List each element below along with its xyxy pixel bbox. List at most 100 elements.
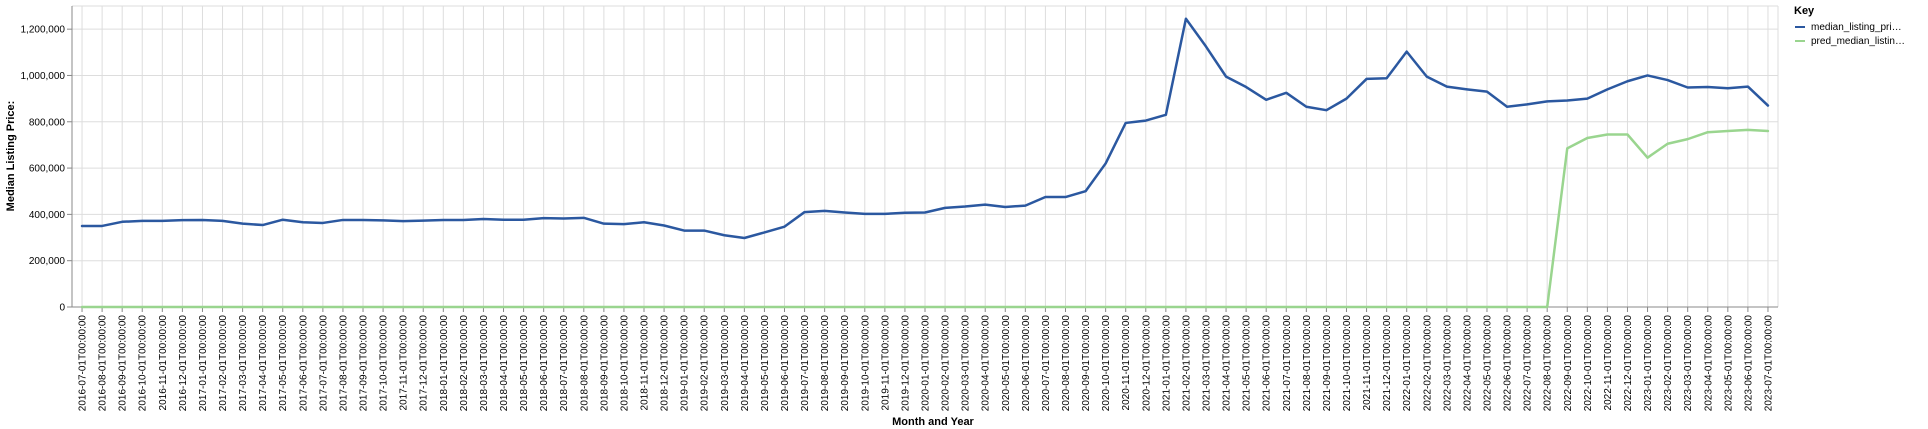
x-tick-label: 2016-08-01T00:00:00 xyxy=(98,315,109,412)
y-tick-label: 200,000 xyxy=(29,256,66,267)
x-tick-label: 2020-05-01T00:00:00 xyxy=(1001,315,1012,412)
y-tick-label: 1,200,000 xyxy=(21,25,66,36)
y-tick-label: 800,000 xyxy=(29,117,66,128)
x-tick-label: 2023-04-01T00:00:00 xyxy=(1703,315,1714,412)
legend-label: pred_median_listin… xyxy=(1811,36,1905,47)
y-axis: 0 200,000 400,000 600,000 800,000 1,000,000 1,… xyxy=(21,6,73,314)
x-tick-label: 2018-07-01T00:00:00 xyxy=(559,315,570,412)
x-tick-label: 2018-03-01T00:00:00 xyxy=(479,315,490,412)
x-tick-label: 2022-11-01T00:00:00 xyxy=(1603,315,1614,411)
x-tick-label: 2020-03-01T00:00:00 xyxy=(961,315,972,412)
x-tick-label: 2023-07-01T00:00:00 xyxy=(1763,315,1774,412)
x-tick-label: 2019-01-01T00:00:00 xyxy=(680,315,691,412)
x-tick-label: 2022-06-01T00:00:00 xyxy=(1503,315,1514,412)
x-tick-label: 2022-02-01T00:00:00 xyxy=(1422,315,1433,412)
series-line-1 xyxy=(80,128,1770,309)
x-tick-label: 2016-07-01T00:00:00 xyxy=(78,315,89,412)
x-tick-label: 2021-05-01T00:00:00 xyxy=(1242,315,1253,412)
x-tick-label: 2020-04-01T00:00:00 xyxy=(981,315,992,412)
x-tick-label: 2016-11-01T00:00:00 xyxy=(158,315,169,411)
x-tick-label: 2017-03-01T00:00:00 xyxy=(238,315,249,412)
x-tick-label: 2019-05-01T00:00:00 xyxy=(760,315,771,412)
x-tick-label: 2021-03-01T00:00:00 xyxy=(1201,315,1212,412)
y-tick-label: 0 xyxy=(59,303,65,314)
x-tick-label: 2019-08-01T00:00:00 xyxy=(820,315,831,412)
x-tick-label: 2023-01-01T00:00:00 xyxy=(1643,315,1654,412)
x-tick-label: 2017-08-01T00:00:00 xyxy=(338,315,349,412)
x-tick-label: 2019-12-01T00:00:00 xyxy=(900,315,911,412)
legend: Key median_listing_pri… pred_median_list… xyxy=(1794,5,1905,47)
x-tick-label: 2020-12-01T00:00:00 xyxy=(1141,315,1152,412)
x-tick-label: 2018-08-01T00:00:00 xyxy=(579,315,590,412)
x-tick-label: 2018-06-01T00:00:00 xyxy=(539,315,550,412)
x-tick-label: 2017-06-01T00:00:00 xyxy=(298,315,309,412)
x-tick-label: 2020-01-01T00:00:00 xyxy=(921,315,932,412)
x-axis-title: Month and Year xyxy=(892,416,974,428)
x-tick-label: 2021-02-01T00:00:00 xyxy=(1181,315,1192,412)
x-tick-label: 2019-04-01T00:00:00 xyxy=(740,315,751,412)
x-tick-label: 2020-10-01T00:00:00 xyxy=(1101,315,1112,412)
x-tick-label: 2022-05-01T00:00:00 xyxy=(1482,315,1493,412)
x-tick-label: 2023-06-01T00:00:00 xyxy=(1743,315,1754,412)
x-tick-label: 2017-02-01T00:00:00 xyxy=(218,315,229,412)
series-line-0 xyxy=(80,17,1770,240)
x-tick-label: 2021-09-01T00:00:00 xyxy=(1322,315,1333,412)
x-tick-label: 2019-11-01T00:00:00 xyxy=(880,315,891,411)
x-tick-label: 2017-12-01T00:00:00 xyxy=(419,315,430,412)
x-tick-label: 2020-07-01T00:00:00 xyxy=(1041,315,1052,412)
x-tick-label: 2023-02-01T00:00:00 xyxy=(1663,315,1674,412)
x-tick-label: 2018-01-01T00:00:00 xyxy=(439,315,450,412)
x-tick-label: 2016-09-01T00:00:00 xyxy=(118,315,129,412)
x-tick-label: 2022-10-01T00:00:00 xyxy=(1583,315,1594,412)
x-tick-label: 2020-11-01T00:00:00 xyxy=(1121,315,1132,411)
x-tick-label: 2018-02-01T00:00:00 xyxy=(459,315,470,412)
legend-entry: median_listing_pri… xyxy=(1795,22,1902,33)
x-tick-label: 2021-04-01T00:00:00 xyxy=(1222,315,1233,412)
x-tick-label: 2019-03-01T00:00:00 xyxy=(720,315,731,412)
x-tick-label: 2022-08-01T00:00:00 xyxy=(1543,315,1554,412)
y-axis-title: Median Listing Price: xyxy=(5,101,17,212)
x-tick-label: 2017-01-01T00:00:00 xyxy=(198,315,209,412)
x-tick-label: 2016-10-01T00:00:00 xyxy=(138,315,149,412)
x-tick-label: 2020-02-01T00:00:00 xyxy=(941,315,952,412)
x-tick-label: 2023-03-01T00:00:00 xyxy=(1683,315,1694,412)
y-tick-label: 600,000 xyxy=(29,164,66,175)
x-tick-label: 2019-09-01T00:00:00 xyxy=(840,315,851,412)
x-tick-label: 2018-11-01T00:00:00 xyxy=(640,315,651,411)
x-tick-label: 2021-07-01T00:00:00 xyxy=(1282,315,1293,412)
series-lines xyxy=(80,17,1770,309)
x-axis: 2016-07-01T00:00:00 2016-08-01T00:00:00 20… xyxy=(72,306,1778,412)
x-tick-label: 2022-03-01T00:00:00 xyxy=(1442,315,1453,412)
x-tick-label: 2020-06-01T00:00:00 xyxy=(1021,315,1032,412)
x-tick-label: 2019-02-01T00:00:00 xyxy=(700,315,711,412)
x-tick-label: 2016-12-01T00:00:00 xyxy=(178,315,189,412)
legend-entry: pred_median_listin… xyxy=(1795,36,1905,47)
y-tick-label: 400,000 xyxy=(29,210,66,221)
x-tick-label: 2021-10-01T00:00:00 xyxy=(1342,315,1353,412)
x-tick-label: 2017-04-01T00:00:00 xyxy=(258,315,269,412)
x-tick-label: 2019-07-01T00:00:00 xyxy=(800,315,811,412)
x-tick-label: 2021-08-01T00:00:00 xyxy=(1302,315,1313,412)
x-tick-label: 2018-05-01T00:00:00 xyxy=(519,315,530,412)
x-tick-label: 2017-11-01T00:00:00 xyxy=(399,315,410,411)
x-tick-label: 2018-12-01T00:00:00 xyxy=(660,315,671,412)
x-tick-label: 2023-05-01T00:00:00 xyxy=(1723,315,1734,412)
x-tick-label: 2017-05-01T00:00:00 xyxy=(278,315,289,412)
x-tick-label: 2021-11-01T00:00:00 xyxy=(1362,315,1373,411)
x-tick-label: 2020-08-01T00:00:00 xyxy=(1061,315,1072,412)
x-tick-label: 2021-12-01T00:00:00 xyxy=(1382,315,1393,412)
x-tick-label: 2018-09-01T00:00:00 xyxy=(599,315,610,412)
legend-title: Key xyxy=(1794,5,1815,17)
x-tick-label: 2017-09-01T00:00:00 xyxy=(359,315,370,412)
legend-label: median_listing_pri… xyxy=(1811,22,1902,33)
y-tick-label: 1,000,000 xyxy=(21,71,66,82)
x-tick-label: 2018-10-01T00:00:00 xyxy=(619,315,630,412)
x-tick-label: 2022-01-01T00:00:00 xyxy=(1402,315,1413,412)
x-tick-label: 2017-10-01T00:00:00 xyxy=(379,315,390,412)
x-tick-label: 2019-06-01T00:00:00 xyxy=(780,315,791,412)
x-tick-label: 2018-04-01T00:00:00 xyxy=(499,315,510,412)
x-tick-label: 2021-06-01T00:00:00 xyxy=(1262,315,1273,412)
x-tick-label: 2017-07-01T00:00:00 xyxy=(318,315,329,412)
x-tick-label: 2022-12-01T00:00:00 xyxy=(1623,315,1634,412)
